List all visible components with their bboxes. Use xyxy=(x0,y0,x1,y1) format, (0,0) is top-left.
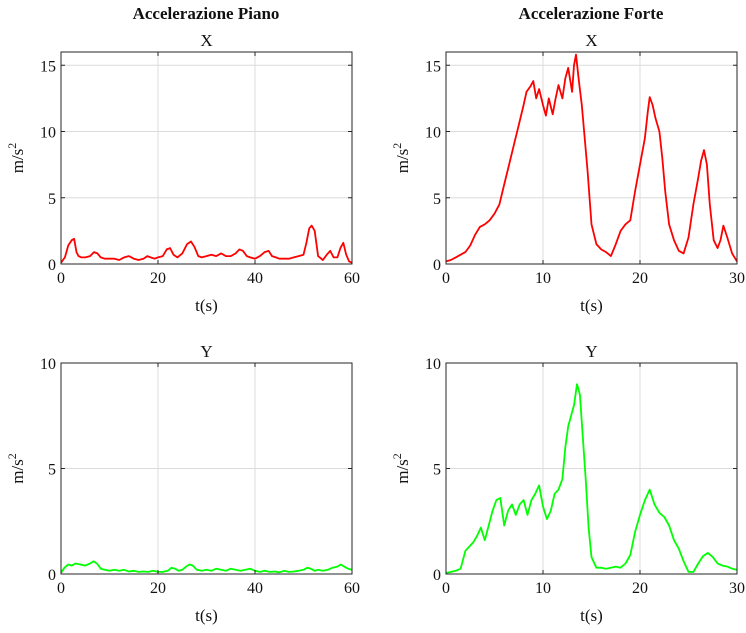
y-tick-label: 0 xyxy=(48,567,56,584)
x-tick-label: 60 xyxy=(344,270,360,287)
y-tick-label: 10 xyxy=(425,356,441,373)
y-tick-label: 5 xyxy=(433,462,441,479)
x-tick-label: 0 xyxy=(442,580,450,597)
x-axis-label: t(s) xyxy=(580,296,603,315)
x-axis-label: t(s) xyxy=(580,606,603,625)
x-tick-label: 20 xyxy=(632,580,648,597)
series-line xyxy=(60,224,353,264)
x-axis-label: t(s) xyxy=(195,606,218,625)
plot-frame xyxy=(60,51,353,265)
plot-frame xyxy=(445,51,738,265)
y-tick-label: 10 xyxy=(40,125,56,142)
y-tick-label: 15 xyxy=(425,58,441,75)
subplot-title: Y xyxy=(585,342,597,361)
y-tick-label: 0 xyxy=(48,257,56,274)
y-tick-label: 5 xyxy=(433,191,441,208)
plot-area xyxy=(60,51,353,265)
subplot-title: X xyxy=(200,31,212,50)
subplot-title: X xyxy=(585,31,597,50)
x-tick-label: 30 xyxy=(729,270,745,287)
y-tick-label: 0 xyxy=(433,257,441,274)
y-axis-label: m/s2 xyxy=(390,453,412,484)
x-tick-label: 20 xyxy=(150,270,166,287)
subplot-1: 0 20 40 60 0 5 10 15 Xt(s) m/s2 xyxy=(5,31,360,315)
x-tick-label: 20 xyxy=(150,580,166,597)
plot-area xyxy=(445,51,738,265)
column-title-right: Accelerazione Forte xyxy=(519,4,664,23)
y-tick-label: 0 xyxy=(433,567,441,584)
y-axis-label: m/s2 xyxy=(5,143,27,174)
x-tick-label: 40 xyxy=(247,580,263,597)
y-tick-label: 10 xyxy=(40,356,56,373)
subplot-4: 0 10 20 30 0 5 10 Yt(s) m/s2 xyxy=(390,342,745,625)
x-axis-label: t(s) xyxy=(195,296,218,315)
series-line xyxy=(60,560,353,574)
y-tick-label: 15 xyxy=(40,58,56,75)
y-tick-label: 10 xyxy=(425,125,441,142)
series-line xyxy=(445,383,738,574)
x-tick-label: 20 xyxy=(632,270,648,287)
column-title-left: Accelerazione Piano xyxy=(133,4,280,23)
x-tick-label: 0 xyxy=(57,580,65,597)
series-line xyxy=(445,53,738,263)
y-axis-label: m/s2 xyxy=(390,143,412,174)
subplot-3: 0 20 40 60 0 5 10 Yt(s) m/s2 xyxy=(5,342,360,625)
y-tick-label: 5 xyxy=(48,191,56,208)
x-tick-label: 0 xyxy=(57,270,65,287)
subplot-2: 0 10 20 30 0 5 10 15 Xt(s) m/s2 xyxy=(390,31,745,315)
x-tick-label: 40 xyxy=(247,270,263,287)
subplot-title: Y xyxy=(200,342,212,361)
x-tick-label: 0 xyxy=(442,270,450,287)
x-tick-label: 10 xyxy=(535,270,551,287)
x-tick-label: 30 xyxy=(729,580,745,597)
x-tick-label: 10 xyxy=(535,580,551,597)
y-tick-label: 5 xyxy=(48,462,56,479)
x-tick-label: 60 xyxy=(344,580,360,597)
y-axis-label: m/s2 xyxy=(5,453,27,484)
